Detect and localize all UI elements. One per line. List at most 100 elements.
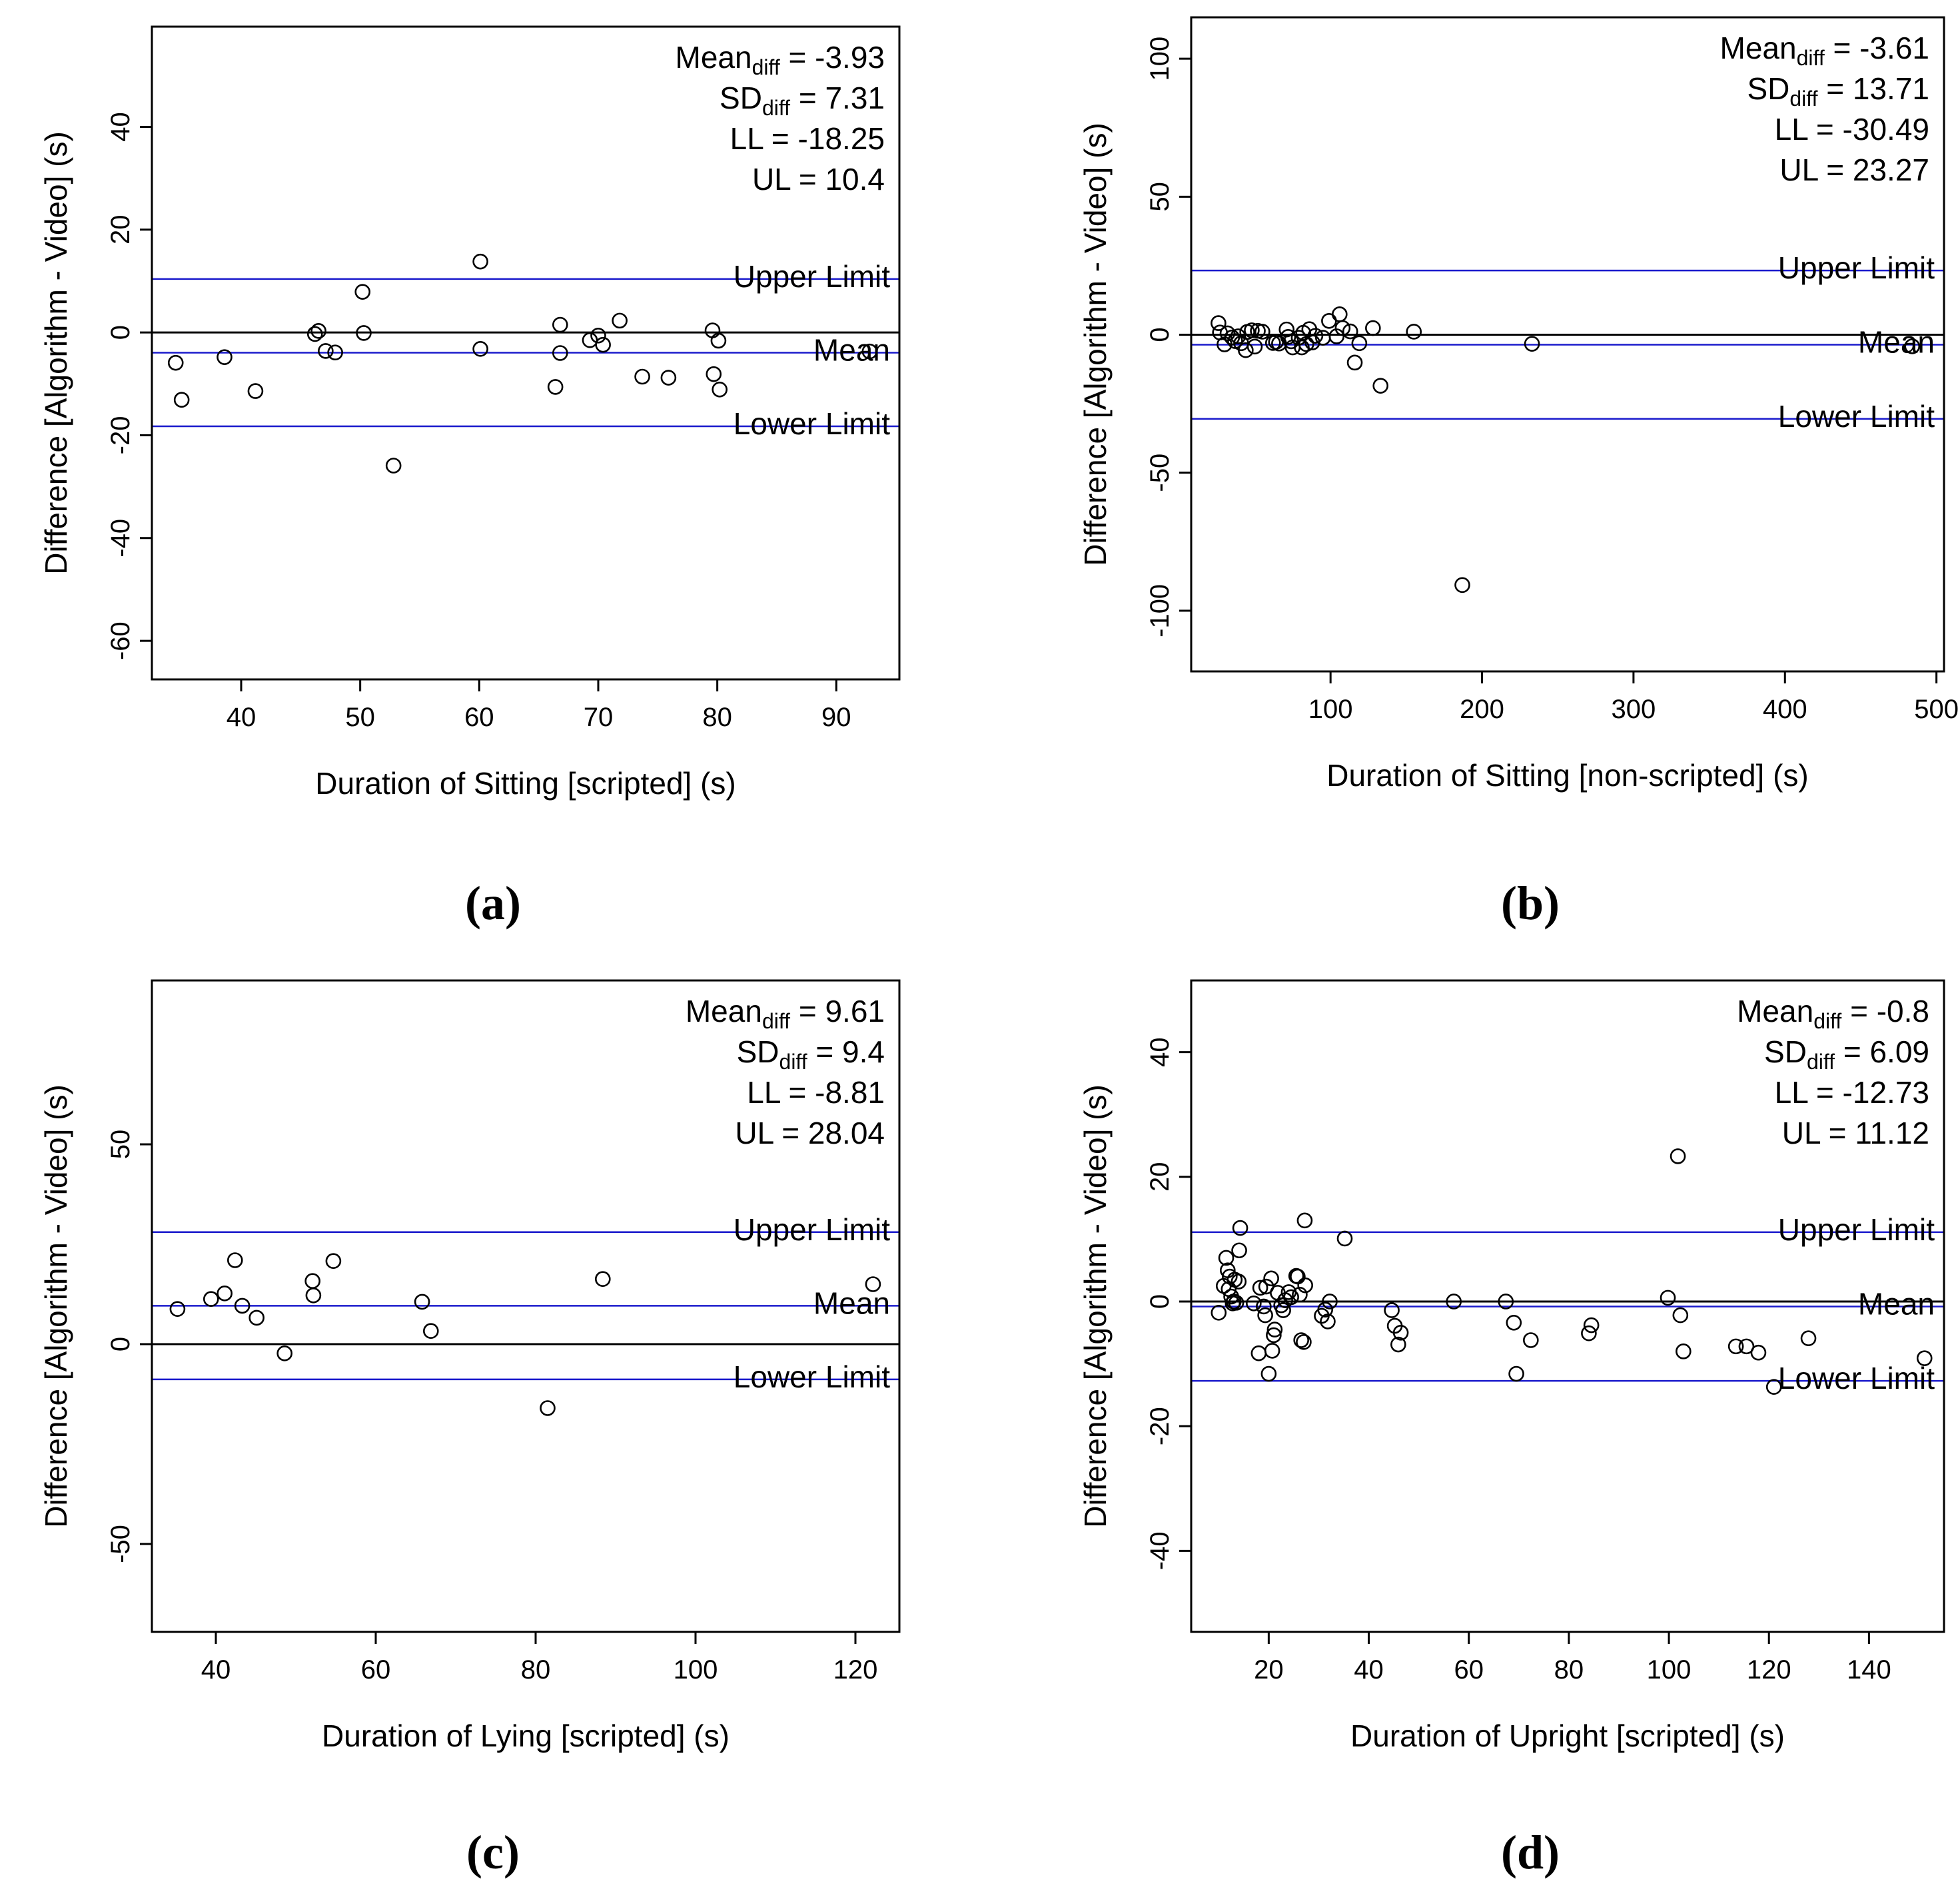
- data-point: [318, 343, 334, 359]
- data-point: [173, 392, 190, 408]
- data-point: [1372, 378, 1389, 394]
- data-point: [660, 370, 677, 386]
- data-point: [1211, 315, 1226, 331]
- data-point: [234, 1298, 250, 1314]
- x-tick-label: 400: [1763, 695, 1807, 724]
- data-point: [217, 349, 233, 365]
- data-point: [1230, 1274, 1247, 1290]
- data-point: [1523, 1332, 1539, 1348]
- stat-sd-sub: diff: [762, 96, 790, 120]
- reference-label-mean: Mean: [1858, 1286, 1935, 1321]
- x-tick-label: 40: [1354, 1655, 1384, 1685]
- data-point: [167, 354, 184, 371]
- stat-mean: Meandiff = 9.61: [686, 994, 885, 1033]
- data-point: [1283, 1289, 1299, 1306]
- stat-ll-value: LL = -12.73: [1775, 1075, 1929, 1110]
- data-point: [227, 1252, 243, 1268]
- stat-sd-prefix: SD: [1764, 1034, 1807, 1069]
- y-tick-label: 0: [106, 325, 135, 340]
- data-point: [1390, 1336, 1406, 1353]
- data-point: [1508, 1365, 1524, 1382]
- y-tick-label: 100: [1145, 37, 1175, 81]
- panel-c: Upper Limit Mean Lower Limit 40 60 80 100 120 -5…: [39, 979, 901, 1753]
- data-point: [1246, 1295, 1262, 1312]
- stat-ul: UL = 28.04: [735, 1116, 885, 1150]
- y-tick-label: -20: [106, 416, 135, 455]
- stat-mean: Meandiff = -3.93: [676, 40, 885, 79]
- data-point: [861, 343, 878, 360]
- data-point: [1750, 1344, 1767, 1361]
- data-point: [472, 253, 488, 270]
- data-point: [1670, 1148, 1686, 1164]
- data-point: [1800, 1330, 1817, 1346]
- stat-sd-value: = 13.71: [1817, 71, 1929, 106]
- stat-ll: LL = -8.81: [747, 1075, 885, 1110]
- data-point: [305, 1288, 322, 1304]
- reference-label-lower-limit: Lower Limit: [734, 406, 890, 441]
- data-point: [1342, 323, 1358, 340]
- panel-label-c: (c): [466, 1826, 520, 1879]
- data-point: [1298, 336, 1314, 352]
- y-axis-label: Difference [Algorithm - Video] (s): [1078, 123, 1113, 566]
- data-point: [1297, 1277, 1313, 1294]
- x-tick-label: 20: [1254, 1655, 1284, 1685]
- data-point: [306, 326, 323, 342]
- x-axis-label: Duration of Sitting [scripted] (s): [315, 766, 735, 801]
- data-point: [712, 381, 728, 398]
- data-point: [547, 379, 564, 395]
- stat-ll-value: LL = -30.49: [1775, 112, 1929, 147]
- x-tick-label: 300: [1612, 695, 1656, 724]
- data-point: [247, 383, 264, 399]
- data-point: [1334, 320, 1351, 336]
- data-point: [710, 332, 727, 349]
- stat-mean-sub: diff: [1797, 46, 1825, 70]
- stat-mean-value: = -0.8: [1841, 994, 1929, 1028]
- stat-sd-prefix: SD: [1747, 71, 1789, 106]
- data-point: [552, 316, 568, 333]
- stat-mean-sub: diff: [762, 1009, 790, 1033]
- reference-label-upper-limit: Upper Limit: [1778, 1212, 1935, 1247]
- data-point: [1524, 336, 1540, 352]
- data-point: [169, 1301, 186, 1317]
- data-point: [276, 1345, 293, 1361]
- y-tick-label: -40: [1145, 1531, 1175, 1570]
- data-point: [634, 368, 650, 385]
- data-point: [1904, 338, 1921, 354]
- x-tick-label: 200: [1460, 695, 1504, 724]
- data-point: [1232, 1220, 1248, 1236]
- x-tick-label: 40: [227, 703, 256, 732]
- data-point: [1384, 1302, 1400, 1318]
- data-point: [594, 1271, 611, 1287]
- stat-ll: LL = -18.25: [730, 121, 885, 156]
- data-point: [414, 1294, 430, 1310]
- x-tick-label: 80: [702, 703, 732, 732]
- x-axis-label: Duration of Sitting [non-scripted] (s): [1326, 758, 1809, 793]
- y-tick-label: 50: [1145, 182, 1175, 212]
- stat-mean-prefix: Mean: [686, 994, 762, 1028]
- y-tick-label: 0: [1145, 1294, 1175, 1309]
- data-point: [1263, 1270, 1279, 1287]
- stat-sd: SDdiff = 9.4: [737, 1034, 885, 1074]
- data-point: [1581, 1325, 1597, 1341]
- panel-label-a: (a): [465, 877, 521, 930]
- y-tick-label: -40: [106, 519, 135, 558]
- data-point: [612, 312, 628, 329]
- data-point: [1292, 1286, 1308, 1303]
- y-tick-label: -50: [106, 1525, 135, 1563]
- stat-ul: UL = 10.4: [752, 162, 885, 196]
- stat-sd: SDdiff = 7.31: [720, 81, 885, 120]
- data-point: [540, 1400, 556, 1416]
- y-tick-label: -60: [106, 621, 135, 660]
- data-point: [356, 325, 372, 341]
- panel-b: Upper Limit Mean Lower Limit 100 200 300 400 50…: [1078, 16, 1959, 793]
- data-point: [1230, 328, 1246, 344]
- stat-ul-value: UL = 23.27: [1779, 153, 1929, 187]
- data-point: [1351, 335, 1368, 352]
- stat-mean-value: = 9.61: [790, 994, 885, 1028]
- data-point: [1280, 329, 1296, 345]
- data-point: [1266, 1327, 1282, 1343]
- data-point: [1228, 1295, 1244, 1311]
- stat-mean-prefix: Mean: [676, 40, 752, 75]
- data-point: [706, 366, 722, 382]
